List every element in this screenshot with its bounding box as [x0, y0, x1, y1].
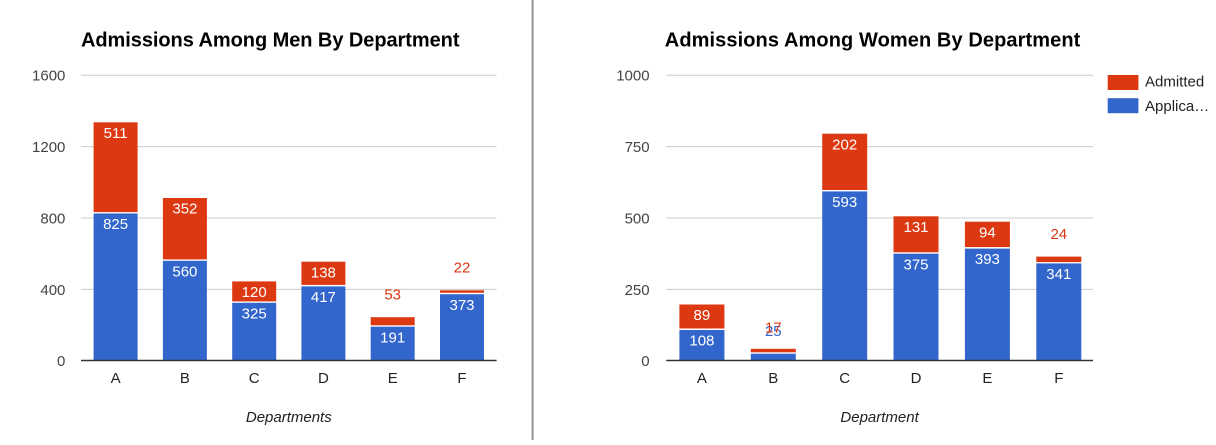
svg-text:Applica…: Applica…: [1145, 98, 1209, 115]
svg-text:Admissions Among Women By Depa: Admissions Among Women By Department: [665, 30, 1081, 52]
svg-text:D: D: [318, 370, 329, 387]
svg-text:A: A: [697, 370, 707, 387]
svg-text:Department: Department: [840, 409, 919, 426]
svg-text:352: 352: [172, 201, 197, 218]
svg-text:120: 120: [242, 284, 267, 301]
svg-text:D: D: [911, 370, 922, 387]
svg-text:560: 560: [172, 263, 197, 280]
svg-text:375: 375: [903, 256, 928, 273]
svg-text:1200: 1200: [32, 139, 65, 156]
svg-text:417: 417: [311, 289, 336, 306]
svg-text:0: 0: [57, 353, 65, 370]
svg-text:B: B: [180, 370, 190, 387]
svg-text:Admitted: Admitted: [1145, 74, 1204, 91]
svg-text:250: 250: [625, 282, 650, 299]
svg-text:500: 500: [625, 210, 650, 227]
svg-text:341: 341: [1046, 266, 1071, 283]
svg-text:511: 511: [104, 125, 128, 142]
svg-text:593: 593: [832, 194, 857, 211]
svg-text:E: E: [982, 370, 992, 387]
svg-text:94: 94: [979, 224, 996, 241]
svg-text:202: 202: [832, 136, 857, 153]
svg-text:17: 17: [765, 319, 782, 336]
svg-text:750: 750: [625, 139, 650, 156]
svg-text:138: 138: [311, 264, 336, 281]
svg-text:0: 0: [641, 353, 649, 370]
svg-text:393: 393: [975, 251, 1000, 268]
svg-text:1000: 1000: [616, 68, 649, 85]
svg-text:22: 22: [454, 260, 471, 277]
svg-text:131: 131: [903, 219, 928, 236]
svg-text:C: C: [249, 370, 260, 387]
svg-text:A: A: [111, 370, 121, 387]
svg-text:Admissions Among Men By Depart: Admissions Among Men By Department: [81, 30, 460, 52]
svg-text:825: 825: [103, 216, 128, 233]
svg-text:89: 89: [694, 307, 711, 324]
svg-text:108: 108: [689, 333, 714, 350]
svg-text:373: 373: [449, 297, 474, 314]
svg-text:325: 325: [242, 305, 267, 322]
svg-text:F: F: [457, 370, 466, 387]
svg-text:E: E: [388, 370, 398, 387]
svg-text:F: F: [1054, 370, 1063, 387]
svg-text:24: 24: [1050, 226, 1067, 243]
svg-text:800: 800: [40, 210, 65, 227]
svg-text:C: C: [839, 370, 850, 387]
svg-text:400: 400: [40, 282, 65, 299]
svg-text:191: 191: [380, 329, 405, 346]
svg-text:B: B: [768, 370, 778, 387]
svg-text:Departments: Departments: [246, 409, 332, 426]
svg-text:53: 53: [384, 287, 401, 304]
svg-text:25: 25: [765, 323, 782, 340]
svg-text:1600: 1600: [32, 68, 65, 85]
